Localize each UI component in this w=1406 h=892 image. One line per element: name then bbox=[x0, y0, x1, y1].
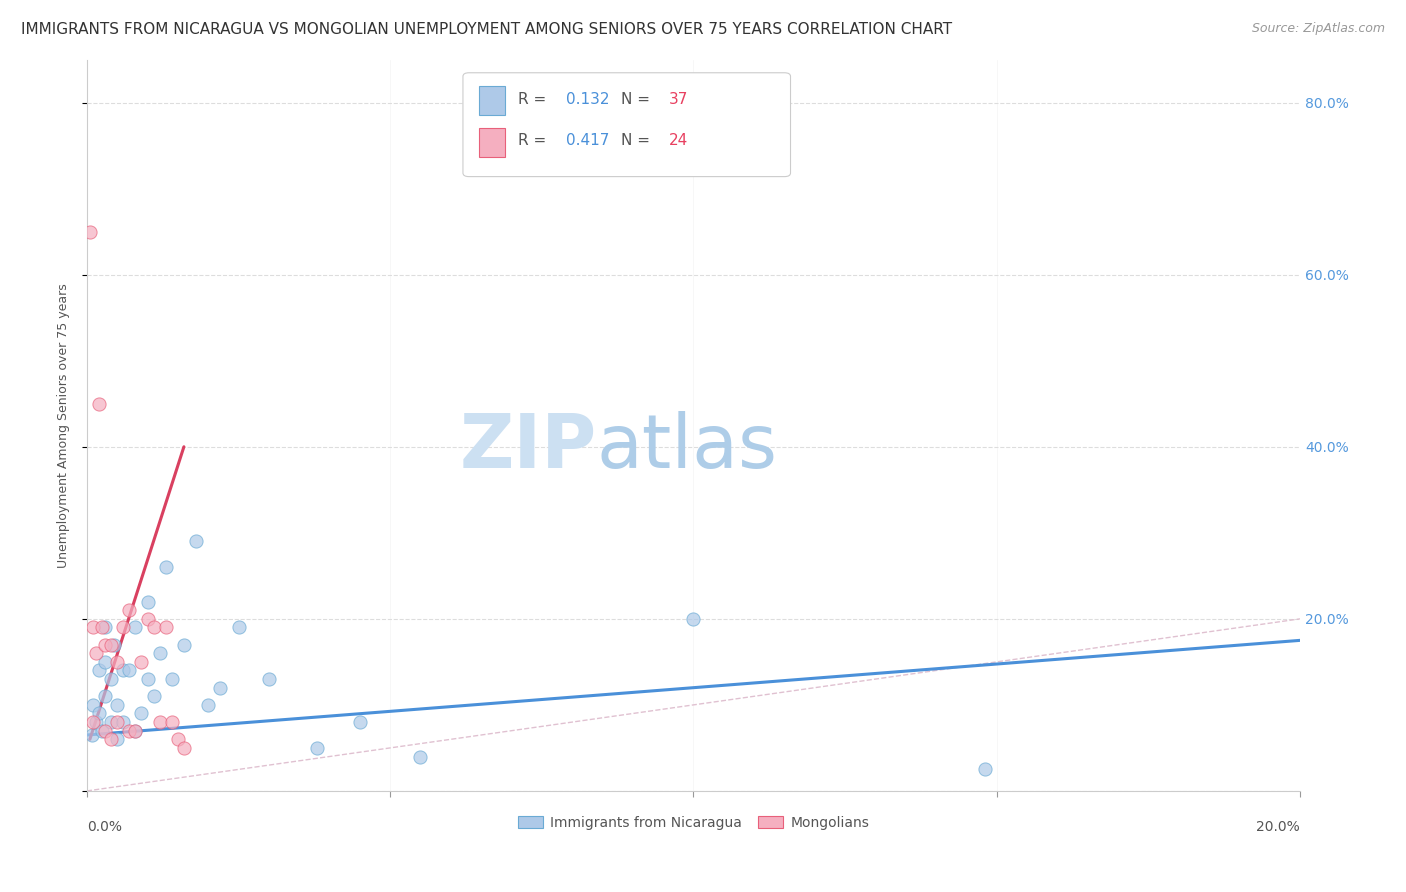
Point bbox=[94, 620, 117, 634]
Text: Source: ZipAtlas.com: Source: ZipAtlas.com bbox=[1251, 22, 1385, 36]
Point bbox=[112, 664, 135, 678]
Point bbox=[87, 706, 110, 721]
Y-axis label: Unemployment Among Seniors over 75 years: Unemployment Among Seniors over 75 years bbox=[58, 283, 70, 567]
Point bbox=[112, 620, 135, 634]
Point bbox=[112, 715, 135, 730]
Text: 20.0%: 20.0% bbox=[1257, 820, 1301, 834]
Text: atlas: atlas bbox=[596, 410, 778, 483]
Point bbox=[87, 397, 110, 411]
Text: 37: 37 bbox=[669, 92, 689, 106]
Text: N =: N = bbox=[620, 133, 655, 148]
Point bbox=[257, 672, 280, 686]
Point bbox=[118, 723, 141, 738]
Point bbox=[94, 655, 117, 669]
Point bbox=[100, 715, 122, 730]
Point bbox=[87, 664, 110, 678]
Point bbox=[173, 638, 195, 652]
Point bbox=[82, 715, 104, 730]
Text: 24: 24 bbox=[669, 133, 689, 148]
Point bbox=[94, 690, 117, 704]
Point bbox=[91, 723, 114, 738]
Point bbox=[155, 560, 177, 574]
Text: N =: N = bbox=[620, 92, 655, 106]
Legend: Immigrants from Nicaragua, Mongolians: Immigrants from Nicaragua, Mongolians bbox=[512, 810, 875, 835]
Point bbox=[84, 646, 107, 660]
Point bbox=[94, 723, 117, 738]
Point bbox=[307, 740, 329, 755]
Point bbox=[149, 715, 172, 730]
Point bbox=[103, 638, 125, 652]
Point bbox=[100, 732, 122, 747]
FancyBboxPatch shape bbox=[478, 128, 505, 157]
Text: 0.132: 0.132 bbox=[567, 92, 610, 106]
Point bbox=[131, 655, 153, 669]
Point bbox=[82, 620, 104, 634]
Point bbox=[136, 594, 159, 608]
Point bbox=[100, 638, 122, 652]
Point bbox=[136, 672, 159, 686]
Point bbox=[149, 646, 172, 660]
Point bbox=[91, 620, 114, 634]
Point bbox=[131, 706, 153, 721]
Text: IMMIGRANTS FROM NICARAGUA VS MONGOLIAN UNEMPLOYMENT AMONG SENIORS OVER 75 YEARS : IMMIGRANTS FROM NICARAGUA VS MONGOLIAN U… bbox=[21, 22, 952, 37]
Point bbox=[80, 728, 103, 742]
Point bbox=[136, 612, 159, 626]
Point bbox=[197, 698, 219, 712]
FancyBboxPatch shape bbox=[463, 73, 790, 177]
Point bbox=[166, 732, 188, 747]
Point bbox=[79, 225, 101, 239]
Point bbox=[84, 715, 107, 730]
Point bbox=[160, 672, 183, 686]
FancyBboxPatch shape bbox=[478, 86, 505, 115]
Text: 0.417: 0.417 bbox=[567, 133, 609, 148]
Point bbox=[118, 664, 141, 678]
Point bbox=[100, 672, 122, 686]
Point bbox=[82, 698, 104, 712]
Point bbox=[142, 620, 165, 634]
Point bbox=[228, 620, 250, 634]
Point bbox=[124, 723, 146, 738]
Point bbox=[209, 681, 232, 695]
Point bbox=[118, 603, 141, 617]
Point bbox=[94, 638, 117, 652]
Point bbox=[349, 715, 371, 730]
Point bbox=[142, 690, 165, 704]
Point bbox=[160, 715, 183, 730]
Point bbox=[682, 612, 704, 626]
Point bbox=[105, 698, 128, 712]
Point bbox=[105, 655, 128, 669]
Point bbox=[124, 620, 146, 634]
Point bbox=[155, 620, 177, 634]
Text: R =: R = bbox=[517, 92, 551, 106]
Text: 0.0%: 0.0% bbox=[87, 820, 122, 834]
Point bbox=[973, 763, 995, 777]
Text: R =: R = bbox=[517, 133, 551, 148]
Point bbox=[105, 715, 128, 730]
Point bbox=[184, 534, 207, 549]
Point bbox=[105, 732, 128, 747]
Point bbox=[409, 749, 432, 764]
Point bbox=[124, 723, 146, 738]
Point bbox=[173, 740, 195, 755]
Text: ZIP: ZIP bbox=[460, 410, 596, 483]
